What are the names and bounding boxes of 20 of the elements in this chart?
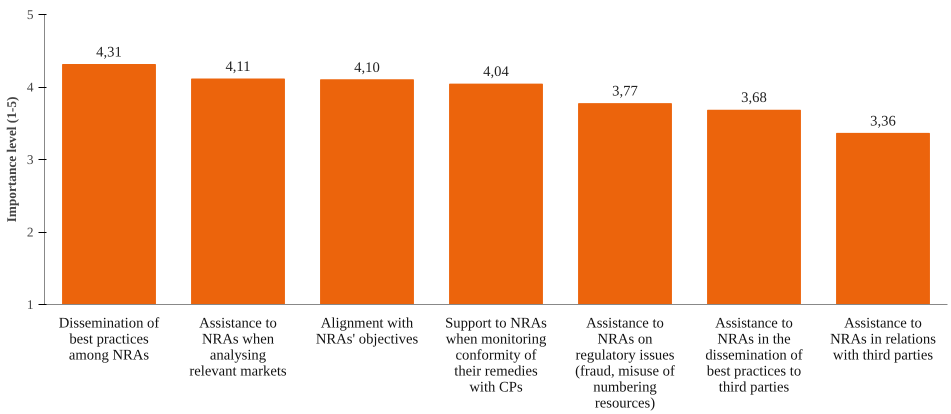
data-label: 4,10 <box>354 60 380 76</box>
x-tick-label: Assistance to NRAs on regulatory issues (fraud, misuse of numbering resources) <box>575 316 675 412</box>
x-tick-label: Alignment with NRAs' objectives <box>316 316 418 348</box>
y-tick-label: 2 <box>26 224 34 240</box>
data-label: 3,68 <box>741 90 767 106</box>
y-tick-label: 1 <box>26 297 34 312</box>
data-label: 4,31 <box>96 44 122 61</box>
data-label: 4,04 <box>483 64 510 80</box>
y-tick-label: 3 <box>26 152 34 167</box>
x-tick-label: Dissemination of best practices among NRAs <box>58 316 160 364</box>
data-label: 3,36 <box>870 113 896 130</box>
x-tick-label: Assistance to NRAs when analysing relevant markets <box>189 316 287 380</box>
y-tick-label: 4 <box>26 80 34 94</box>
x-tick-label: Assistance to NRAs in the dissemination of best practices to third parties <box>705 316 803 396</box>
x-tick-label: Support to NRAs when monitoring conformity of their remedies with CPs <box>445 316 548 396</box>
y-tick-label: 5 <box>26 7 34 22</box>
data-label: 3,77 <box>612 84 638 100</box>
x-tick-label: Assistance to NRAs in relations with third parties <box>830 316 936 364</box>
data-label: 4,11 <box>225 59 251 76</box>
y-axis-title: Importance level (1-5) <box>4 96 19 222</box>
